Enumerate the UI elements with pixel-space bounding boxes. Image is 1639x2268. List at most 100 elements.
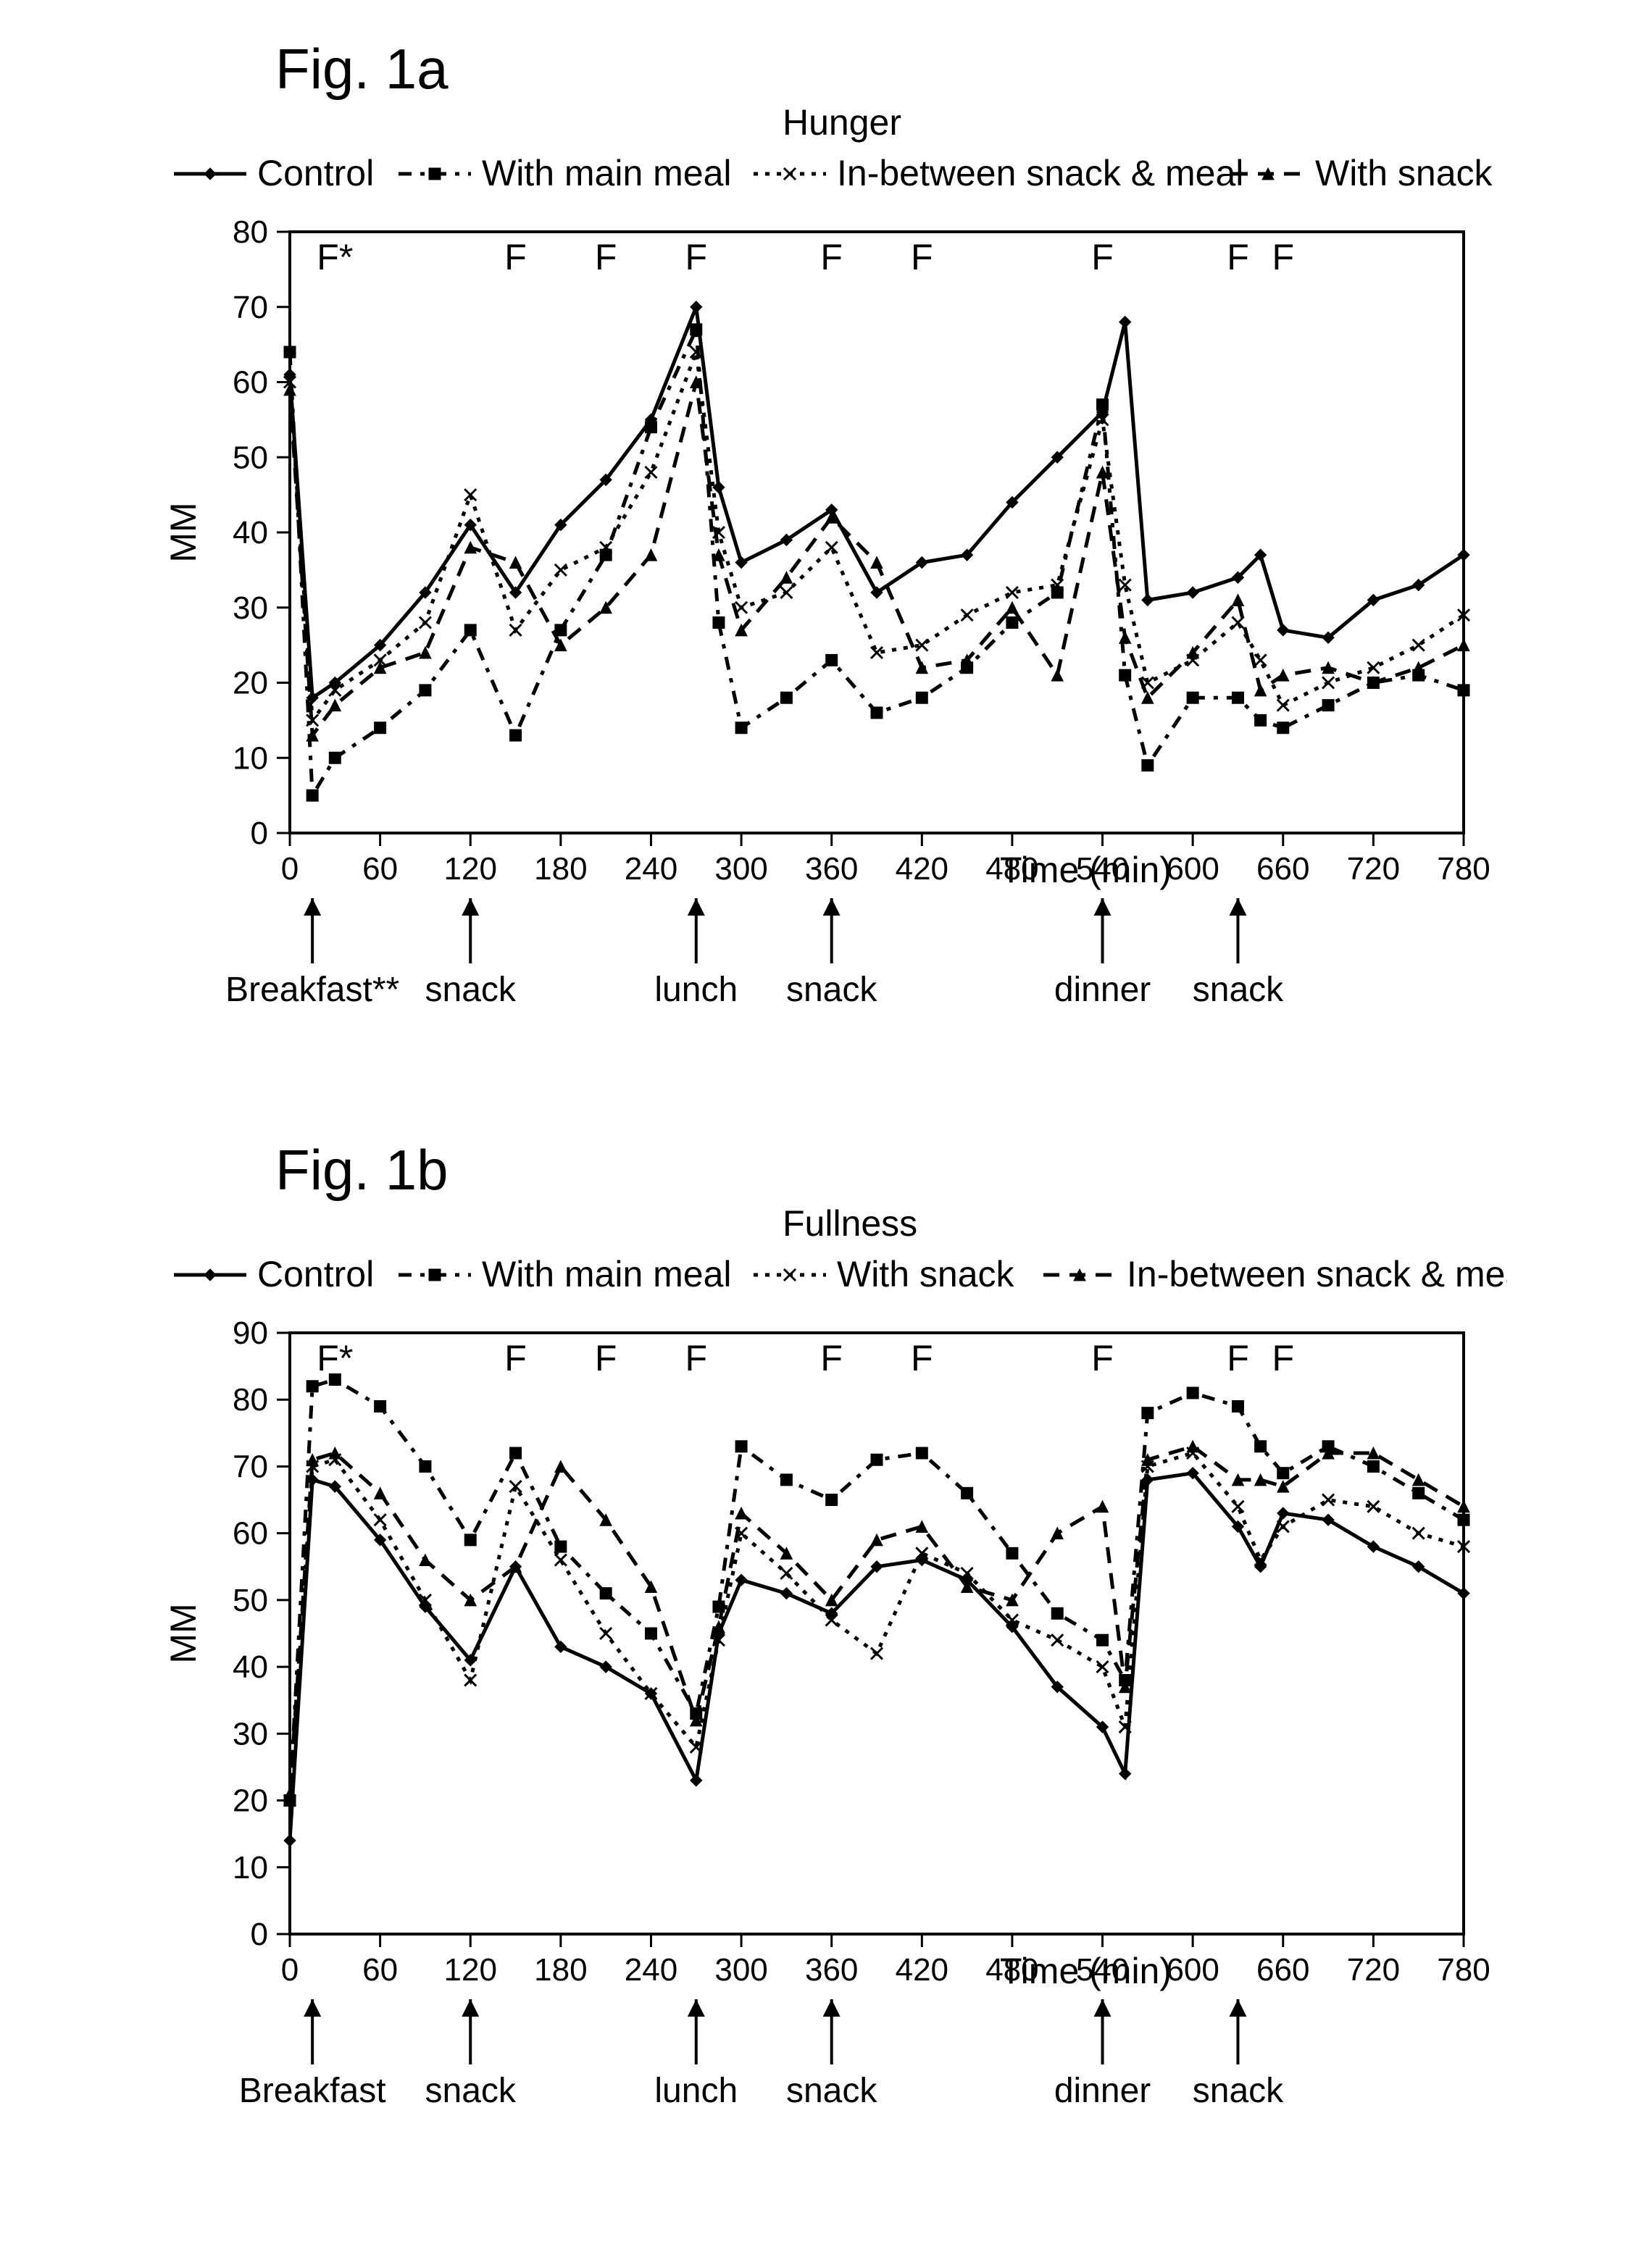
y-tick-label: 10: [233, 1850, 268, 1886]
x-tick-label: 0: [281, 1952, 299, 1988]
f-marker: F: [1227, 237, 1249, 277]
series-markers-snack: [284, 1441, 1469, 1800]
figure-label-1b: Fig. 1b: [275, 1137, 448, 1203]
y-axis-label: MM: [163, 1603, 204, 1663]
meal-label: lunch: [654, 2072, 738, 2110]
series-line-between: [290, 352, 1464, 720]
y-tick-label: 40: [233, 1649, 268, 1685]
figure-1b: Fig. 1b Fullness ControlWith main mealWi…: [130, 1159, 1507, 2217]
x-tick-label: 60: [362, 851, 398, 887]
meal-label: snack: [786, 2072, 877, 2110]
y-tick-label: 50: [233, 440, 268, 475]
y-tick-label: 30: [233, 1716, 268, 1752]
x-tick-label: 600: [1166, 851, 1219, 887]
meal-label: dinner: [1054, 2072, 1151, 2110]
y-tick-label: 20: [233, 1783, 268, 1819]
x-tick-label: 660: [1256, 851, 1309, 887]
meal-arrow: snack: [425, 1999, 517, 2110]
figure-1a: Fig. 1a Hunger ControlWith main mealIn-b…: [130, 58, 1507, 1116]
y-tick-label: 80: [233, 214, 268, 250]
meal-label: snack: [1193, 2072, 1284, 2110]
meal-label: Breakfast**: [225, 971, 399, 1009]
chart-svg-1a: ControlWith main mealIn-between snack & …: [130, 145, 1507, 1058]
y-tick-label: 10: [233, 740, 268, 776]
meal-arrow: Breakfast: [239, 1999, 386, 2110]
x-tick-label: 780: [1437, 1952, 1490, 1988]
f-marker: F: [1272, 1338, 1294, 1378]
meal-arrow: snack: [786, 1999, 877, 2110]
y-axis-label: MM: [163, 502, 204, 562]
x-tick-label: 720: [1347, 1952, 1400, 1988]
f-marker: F: [1272, 237, 1294, 277]
series-line-between: [290, 1453, 1464, 1801]
f-marker: F*: [317, 1338, 353, 1378]
meal-label: snack: [786, 971, 877, 1009]
x-tick-label: 60: [362, 1952, 398, 1988]
legend-label: With main meal: [482, 153, 732, 193]
series-line-control: [290, 1473, 1464, 1841]
meal-label: dinner: [1054, 971, 1151, 1009]
series-line-snack: [290, 1447, 1464, 1794]
series-markers-mainmeal: [284, 1374, 1469, 1807]
y-tick-label: 60: [233, 1516, 268, 1552]
series-markers-between: [284, 1447, 1469, 1807]
y-tick-label: 70: [233, 1449, 268, 1484]
series-markers-control: [284, 301, 1469, 704]
legend: ControlWith main mealIn-between snack & …: [174, 153, 1493, 193]
f-marker: F: [1091, 237, 1114, 277]
meal-label: snack: [1193, 971, 1284, 1009]
x-tick-label: 240: [625, 1952, 677, 1988]
y-tick-label: 30: [233, 590, 268, 626]
y-tick-label: 90: [233, 1315, 268, 1351]
chart-svg-1b: Control With main meal With snack In-betwee…: [130, 1246, 1507, 2159]
y-tick-label: 60: [233, 365, 268, 401]
x-tick-label: 660: [1256, 1952, 1309, 1988]
chart-title-hunger: Hunger: [783, 101, 901, 143]
legend: Control With main meal With snack In-betwee…: [174, 1254, 1507, 1294]
y-tick-label: 0: [251, 1917, 268, 1952]
legend-label: Control: [257, 153, 374, 193]
x-tick-label: 780: [1437, 851, 1490, 887]
series-line-mainmeal: [290, 1380, 1464, 1801]
x-tick-label: 240: [625, 851, 677, 887]
meal-arrow: snack: [786, 898, 877, 1009]
x-tick-label: 420: [896, 851, 948, 887]
legend-label: Control: [257, 1254, 374, 1294]
x-tick-label: 720: [1347, 851, 1400, 887]
legend-label: With snack: [1315, 153, 1493, 193]
x-tick-label: 180: [534, 1952, 587, 1988]
x-tick-label: 0: [281, 851, 299, 887]
meal-arrow: snack: [1193, 898, 1284, 1009]
f-marker: F*: [317, 237, 353, 277]
y-tick-label: 0: [251, 816, 268, 851]
x-axis-label: Time (min): [1000, 1951, 1172, 1991]
x-tick-label: 300: [714, 1952, 767, 1988]
y-tick-label: 80: [233, 1382, 268, 1418]
x-tick-label: 120: [444, 1952, 497, 1988]
chart-title-fullness: Fullness: [783, 1202, 917, 1244]
y-tick-label: 40: [233, 515, 268, 551]
f-marker: F: [820, 237, 843, 277]
x-tick-label: 180: [534, 851, 587, 887]
meal-label: Breakfast: [239, 2072, 386, 2110]
meal-arrow: Breakfast**: [225, 898, 399, 1009]
legend-label: In-between snack & meal: [1127, 1254, 1507, 1294]
meal-arrow: snack: [425, 898, 517, 1009]
f-marker: F: [911, 1338, 933, 1378]
f-marker: F: [504, 237, 527, 277]
meal-label: snack: [425, 971, 517, 1009]
legend-label: With snack: [837, 1254, 1015, 1294]
legend-label: With main meal: [482, 1254, 732, 1294]
y-tick-label: 20: [233, 666, 268, 701]
meal-arrow: dinner: [1054, 898, 1151, 1009]
x-tick-label: 420: [896, 1952, 948, 1988]
meal-arrow: snack: [1193, 1999, 1284, 2110]
f-marker: F: [595, 237, 617, 277]
f-marker: F: [504, 1338, 527, 1378]
meal-label: snack: [425, 2072, 517, 2110]
meal-arrow: dinner: [1054, 1999, 1151, 2110]
f-marker: F: [911, 237, 933, 277]
x-tick-label: 300: [714, 851, 767, 887]
figure-label-1a: Fig. 1a: [275, 36, 448, 102]
f-marker: F: [1091, 1338, 1114, 1378]
